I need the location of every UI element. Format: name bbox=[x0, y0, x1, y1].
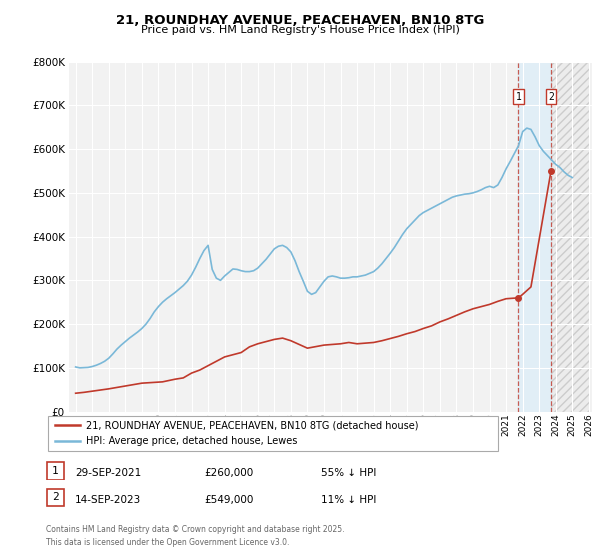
Text: 1: 1 bbox=[52, 466, 59, 476]
Text: Contains HM Land Registry data © Crown copyright and database right 2025.
This d: Contains HM Land Registry data © Crown c… bbox=[46, 525, 344, 547]
Text: 21, ROUNDHAY AVENUE, PEACEHAVEN, BN10 8TG (detached house): 21, ROUNDHAY AVENUE, PEACEHAVEN, BN10 8T… bbox=[86, 421, 419, 431]
FancyBboxPatch shape bbox=[48, 416, 498, 451]
Bar bbox=[551, 62, 589, 412]
Text: 55% ↓ HPI: 55% ↓ HPI bbox=[321, 468, 376, 478]
Text: Price paid vs. HM Land Registry's House Price Index (HPI): Price paid vs. HM Land Registry's House … bbox=[140, 25, 460, 35]
Bar bbox=[551, 62, 589, 412]
Text: £260,000: £260,000 bbox=[204, 468, 253, 478]
FancyBboxPatch shape bbox=[47, 489, 64, 506]
Text: £549,000: £549,000 bbox=[204, 494, 253, 505]
Text: 2: 2 bbox=[52, 492, 59, 502]
FancyBboxPatch shape bbox=[47, 463, 64, 479]
Text: 14-SEP-2023: 14-SEP-2023 bbox=[75, 494, 141, 505]
Text: 29-SEP-2021: 29-SEP-2021 bbox=[75, 468, 141, 478]
Text: 2: 2 bbox=[548, 92, 554, 101]
Text: 1: 1 bbox=[515, 92, 521, 101]
Text: 21, ROUNDHAY AVENUE, PEACEHAVEN, BN10 8TG: 21, ROUNDHAY AVENUE, PEACEHAVEN, BN10 8T… bbox=[116, 14, 484, 27]
Text: 11% ↓ HPI: 11% ↓ HPI bbox=[321, 494, 376, 505]
Text: HPI: Average price, detached house, Lewes: HPI: Average price, detached house, Lewe… bbox=[86, 436, 298, 446]
Bar bbox=[518, 62, 551, 412]
